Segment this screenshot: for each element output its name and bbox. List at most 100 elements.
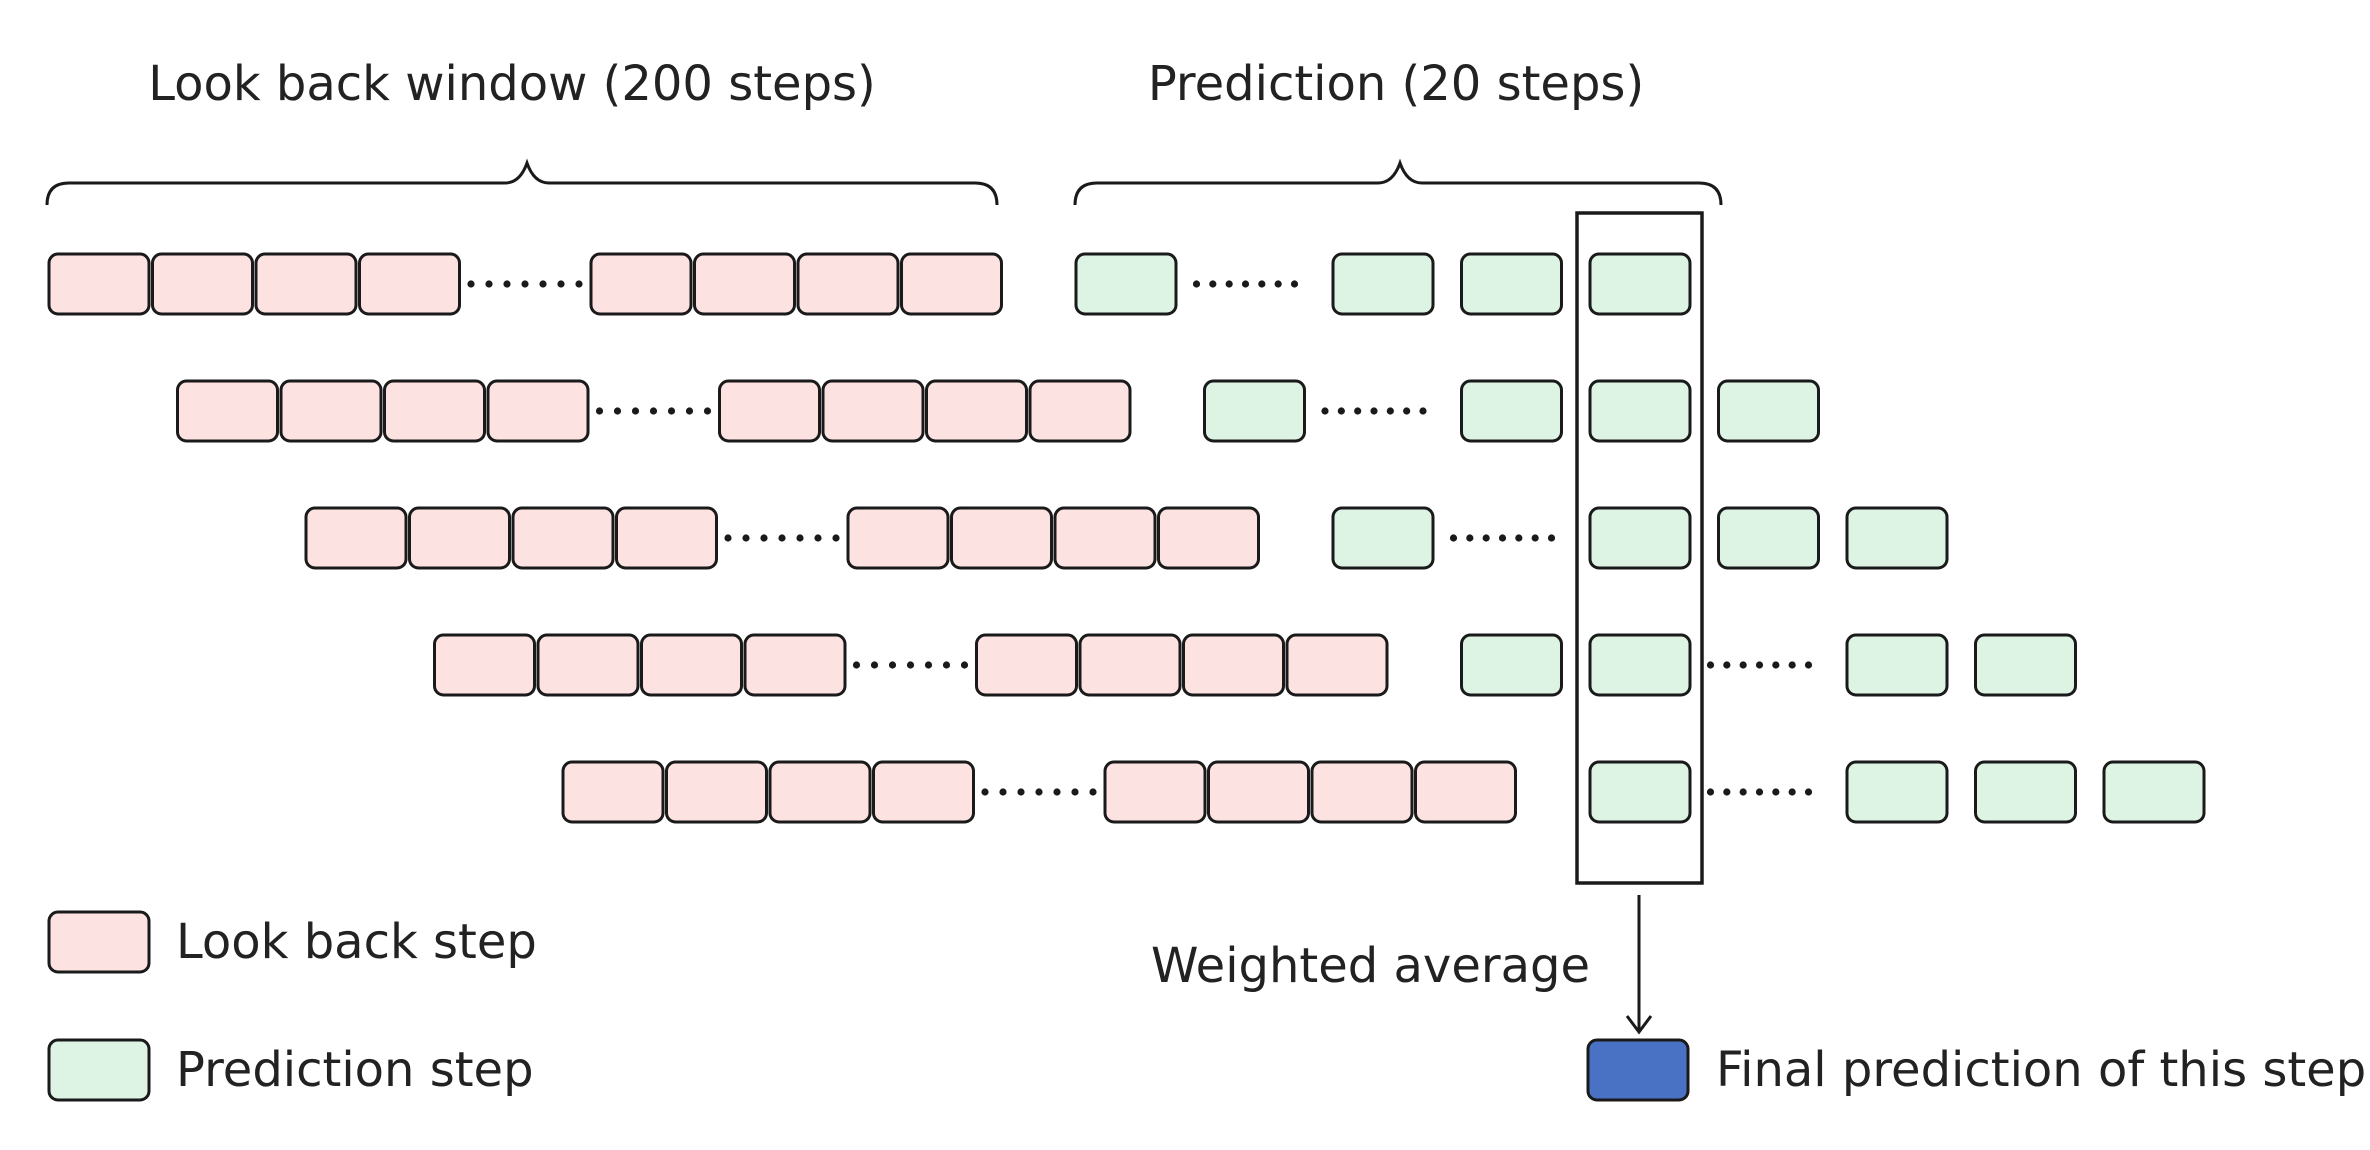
- lookback-step-box: [536, 633, 640, 697]
- ellipsis-dot: [724, 534, 732, 542]
- lookback-brace: [45, 158, 999, 206]
- ellipsis-dot: [631, 407, 640, 415]
- lookback-step-box: [718, 379, 821, 443]
- prediction-step-box: [1588, 633, 1692, 697]
- ellipsis-dot: [1772, 788, 1780, 796]
- lookback-step-box: [254, 252, 358, 316]
- ellipsis-dot: [832, 534, 840, 542]
- lookback-step-box: [1028, 379, 1132, 443]
- prediction-step-box: [1460, 252, 1563, 316]
- prediction-step-box: [1974, 633, 2077, 697]
- lookback-step-box: [1157, 506, 1260, 570]
- legend-prediction-label: Prediction step: [176, 1042, 534, 1098]
- prediction-step-box: [1331, 252, 1435, 316]
- ellipsis-dot: [1788, 788, 1796, 796]
- lookback-step-box: [151, 252, 254, 316]
- ellipsis-dot: [703, 407, 712, 415]
- window-rows: [47, 252, 2206, 824]
- lookback-step-box: [796, 252, 900, 316]
- ellipsis-dot: [667, 407, 676, 415]
- ellipsis-dot: [1089, 788, 1097, 796]
- prediction-step-box: [1845, 760, 1949, 824]
- ellipsis-dot: [1515, 534, 1523, 542]
- legend-lookback-swatch: [47, 910, 151, 974]
- lookback-step-box: [925, 379, 1028, 443]
- ellipsis-dot: [1354, 407, 1362, 415]
- lookback-step-box: [176, 379, 279, 443]
- ellipsis-dot: [1370, 407, 1378, 415]
- lookback-step-box: [1285, 633, 1389, 697]
- lookback-ellipsis: [467, 280, 583, 288]
- lookback-step-box: [950, 506, 1053, 570]
- ellipsis-dot: [685, 407, 694, 415]
- ellipsis-dot: [1706, 788, 1715, 796]
- ellipsis-dot: [1419, 407, 1427, 415]
- weighted-average-label: Weighted average: [1151, 938, 1590, 994]
- prediction-step-box: [1717, 379, 1820, 443]
- prediction-step-box: [1331, 506, 1435, 570]
- prediction-ellipsis: [1706, 661, 1813, 669]
- ellipsis-dot: [613, 407, 622, 415]
- ellipsis-dot: [852, 661, 861, 669]
- lookback-step-box: [1414, 760, 1517, 824]
- lookback-ellipsis: [852, 661, 969, 669]
- ellipsis-dot: [1755, 661, 1764, 669]
- lookback-ellipsis: [724, 534, 840, 542]
- lookback-step-box: [615, 506, 718, 570]
- lookback-step-box: [433, 633, 536, 697]
- ellipsis-dot: [467, 280, 475, 288]
- lookback-step-box: [408, 506, 511, 570]
- ellipsis-dot: [1071, 788, 1079, 796]
- ellipsis-dot: [557, 280, 565, 288]
- ellipsis-dot: [1466, 534, 1474, 542]
- ellipsis-dot: [1403, 407, 1411, 415]
- prediction-ellipsis: [1192, 280, 1299, 288]
- ellipsis-dot: [1225, 280, 1233, 288]
- lookback-step-box: [821, 379, 925, 443]
- ellipsis-dot: [1788, 661, 1796, 669]
- prediction-step-box: [1588, 760, 1692, 824]
- final-prediction-box: [1586, 1038, 1690, 1102]
- prediction-step-box: [1845, 633, 1949, 697]
- ellipsis-dot: [1739, 661, 1747, 669]
- lookback-step-box: [561, 760, 665, 824]
- ellipsis-dot: [1531, 534, 1539, 542]
- prediction-step-box: [1717, 506, 1820, 570]
- lookback-step-box: [383, 379, 486, 443]
- prediction-step-box: [1588, 379, 1692, 443]
- ellipsis-dot: [1772, 661, 1780, 669]
- ellipsis-dot: [1258, 280, 1266, 288]
- ellipsis-dot: [575, 280, 583, 288]
- prediction-ellipsis: [1449, 534, 1556, 542]
- ellipsis-dot: [1274, 280, 1282, 288]
- ellipsis-dot: [1482, 534, 1490, 542]
- lookback-step-box: [900, 252, 1003, 316]
- ellipsis-dot: [796, 534, 804, 542]
- lookback-step-box: [304, 506, 408, 570]
- lookback-step-box: [1182, 633, 1285, 697]
- ellipsis-dot: [1337, 407, 1345, 415]
- ellipsis-dot: [1723, 788, 1731, 796]
- prediction-step-box: [1203, 379, 1306, 443]
- legend-prediction-swatch: [47, 1038, 151, 1102]
- ellipsis-dot: [1547, 534, 1556, 542]
- prediction-step-box: [1074, 252, 1178, 316]
- lookback-step-box: [1053, 506, 1157, 570]
- lookback-step-box: [589, 252, 693, 316]
- prediction-step-box: [1460, 379, 1563, 443]
- ellipsis-dot: [981, 788, 989, 796]
- ellipsis-dot: [485, 280, 493, 288]
- ellipsis-dot: [942, 661, 951, 669]
- ellipsis-dot: [742, 534, 750, 542]
- ellipsis-dot: [778, 534, 786, 542]
- ellipsis-dot: [888, 661, 897, 669]
- lookback-step-box: [768, 760, 872, 824]
- legend-lookback-label: Look back step: [176, 914, 537, 970]
- ellipsis-dot: [870, 661, 879, 669]
- lookback-step-box: [665, 760, 768, 824]
- lookback-step-box: [872, 760, 975, 824]
- lookback-step-box: [693, 252, 796, 316]
- ellipsis-dot: [924, 661, 933, 669]
- lookback-step-box: [1207, 760, 1310, 824]
